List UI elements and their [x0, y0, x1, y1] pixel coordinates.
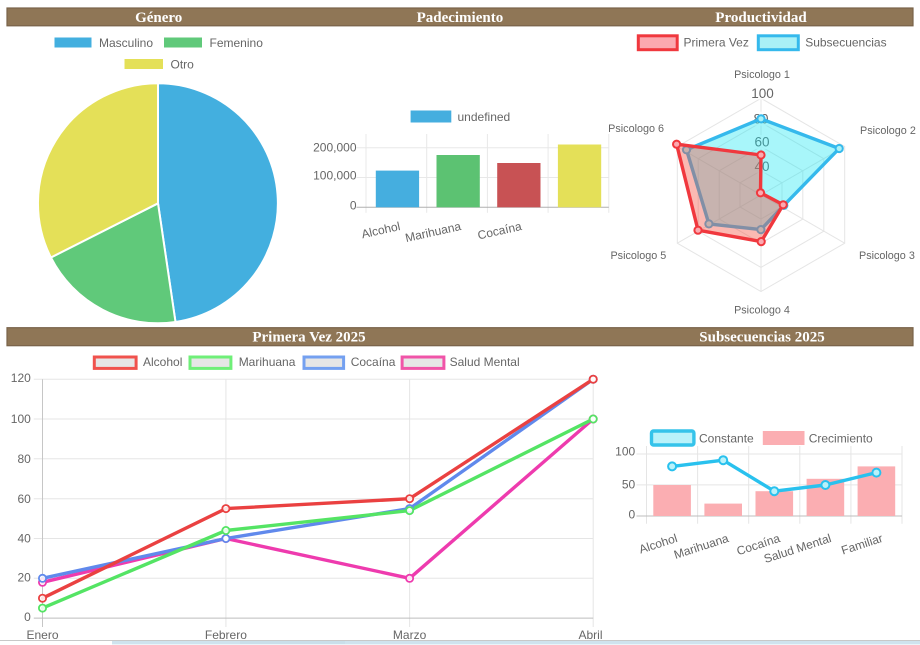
svg-text:Otro: Otro: [171, 57, 195, 71]
svg-text:undefined: undefined: [458, 110, 511, 124]
svg-text:100,000: 100,000: [313, 169, 357, 183]
svg-text:Abril: Abril: [578, 628, 602, 642]
svg-text:120: 120: [11, 371, 31, 385]
svg-text:40: 40: [17, 532, 31, 546]
svg-text:Cocaína: Cocaína: [476, 219, 523, 242]
svg-text:Marihuana: Marihuana: [672, 531, 731, 562]
svg-text:0: 0: [24, 610, 31, 624]
svg-text:Constante: Constante: [699, 431, 754, 445]
svg-text:Psicologo 2: Psicologo 2: [860, 125, 916, 137]
svg-text:Marihuana: Marihuana: [239, 355, 296, 369]
svg-text:Psicologo 6: Psicologo 6: [608, 123, 664, 135]
svg-text:Familiar: Familiar: [840, 531, 885, 558]
svg-text:20: 20: [17, 571, 31, 585]
svg-text:Productividad: Productividad: [715, 10, 807, 26]
svg-text:50: 50: [622, 477, 636, 491]
svg-text:Psicologo 4: Psicologo 4: [734, 305, 790, 317]
svg-text:80: 80: [17, 452, 31, 466]
svg-text:Enero: Enero: [26, 628, 58, 642]
svg-text:Subsecuencias 2025: Subsecuencias 2025: [699, 330, 824, 346]
svg-text:Padecimiento: Padecimiento: [417, 10, 504, 26]
svg-text:Alcohol: Alcohol: [360, 219, 401, 241]
svg-text:Alcohol: Alcohol: [143, 355, 182, 369]
svg-text:Salud Mental: Salud Mental: [450, 355, 520, 369]
svg-text:Masculino: Masculino: [99, 36, 153, 50]
svg-text:Crecimiento: Crecimiento: [809, 431, 873, 445]
svg-text:60: 60: [754, 135, 769, 150]
svg-text:Femenino: Femenino: [210, 36, 264, 50]
svg-text:Psicologo 1: Psicologo 1: [734, 69, 790, 81]
svg-text:Primera Vez 2025: Primera Vez 2025: [252, 330, 365, 346]
svg-text:Género: Género: [135, 10, 182, 26]
svg-text:Cocaína: Cocaína: [351, 355, 396, 369]
svg-text:100: 100: [11, 412, 31, 426]
svg-text:Subsecuencias: Subsecuencias: [805, 36, 886, 50]
svg-text:0: 0: [350, 198, 357, 212]
svg-text:200,000: 200,000: [313, 141, 357, 155]
svg-text:Psicologo 3: Psicologo 3: [859, 250, 915, 262]
svg-text:60: 60: [17, 492, 31, 506]
svg-text:Psicologo 5: Psicologo 5: [610, 250, 666, 262]
svg-text:Primera Vez: Primera Vez: [684, 36, 749, 50]
svg-text:0: 0: [629, 507, 636, 521]
svg-text:Marihuana: Marihuana: [404, 219, 463, 245]
svg-text:Febrero: Febrero: [205, 628, 247, 642]
svg-text:Marzo: Marzo: [393, 628, 427, 642]
svg-text:100: 100: [615, 445, 635, 459]
svg-text:100: 100: [751, 86, 774, 101]
